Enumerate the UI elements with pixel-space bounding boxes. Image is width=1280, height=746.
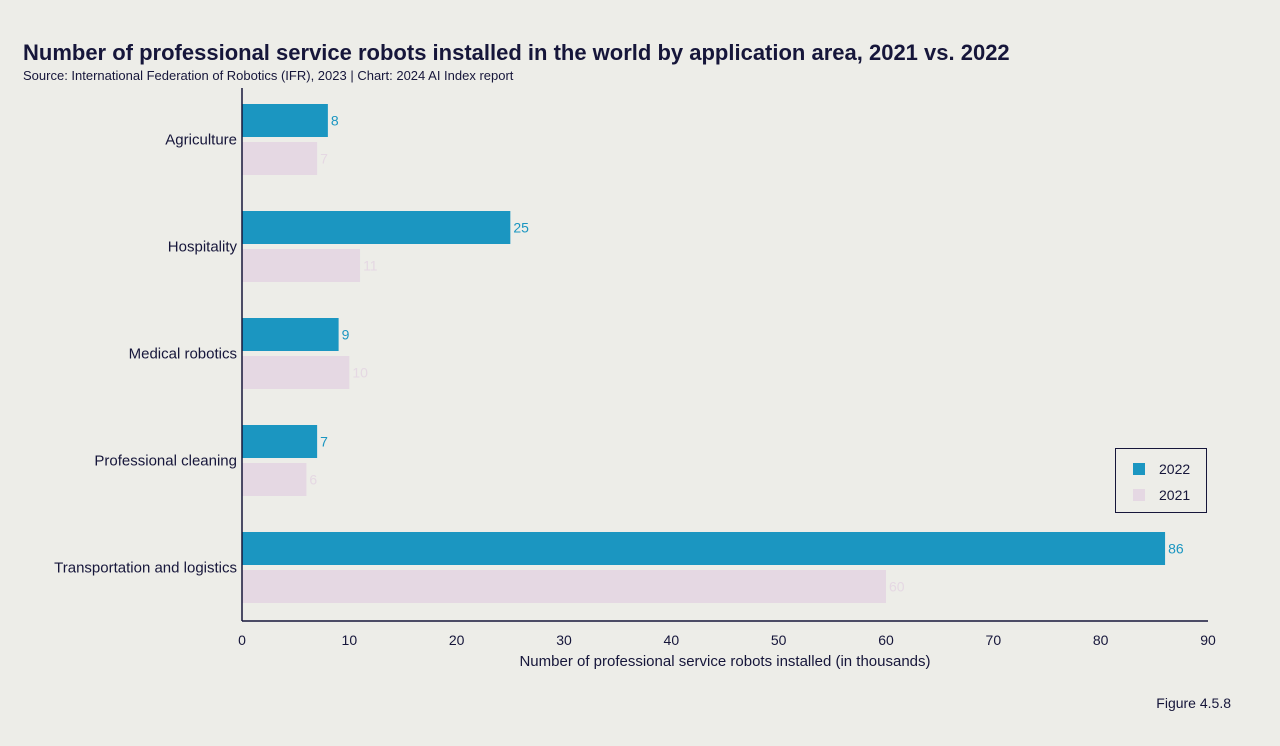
data-label-transportation-and-logistics-2022: 86	[1168, 541, 1184, 557]
x-tick-label-0: 0	[238, 632, 246, 648]
legend-label-2021: 2021	[1159, 487, 1191, 503]
x-tick-label-10: 10	[342, 632, 358, 648]
bar-transportation-and-logistics-2022	[242, 532, 1166, 565]
bar-transportation-and-logistics-2021	[242, 570, 886, 603]
category-label-agriculture: Agriculture	[165, 132, 237, 149]
x-tick-label-30: 30	[556, 632, 572, 648]
figure-label: Figure 4.5.8	[1156, 695, 1231, 711]
legend-item-2021: 2021	[1133, 487, 1190, 503]
legend-swatch-2022	[1133, 463, 1145, 475]
bar-professional-cleaning-2021	[242, 463, 307, 496]
data-label-transportation-and-logistics-2021: 60	[889, 579, 905, 595]
data-label-professional-cleaning-2021: 6	[309, 472, 317, 488]
bar-medical-robotics-2021	[242, 356, 350, 389]
bar-agriculture-2022	[242, 104, 328, 137]
category-label-professional-cleaning: Professional cleaning	[94, 453, 237, 470]
data-label-medical-robotics-2021: 10	[352, 365, 368, 381]
data-label-medical-robotics-2022: 9	[342, 327, 350, 343]
legend-label-2022: 2022	[1159, 461, 1191, 477]
data-label-professional-cleaning-2022: 7	[320, 434, 328, 450]
legend: 2022 2021	[1115, 448, 1207, 513]
data-label-agriculture-2021: 7	[320, 151, 328, 167]
x-tick-label-40: 40	[664, 632, 680, 648]
category-label-transportation-and-logistics: Transportation and logistics	[54, 560, 237, 577]
x-axis-label: Number of professional service robots in…	[519, 653, 930, 670]
x-tick-label-50: 50	[771, 632, 787, 648]
x-tick-label-20: 20	[449, 632, 465, 648]
x-tick-label-70: 70	[986, 632, 1002, 648]
legend-item-2022: 2022	[1133, 461, 1190, 477]
chart-title: Number of professional service robots in…	[23, 40, 1010, 65]
bar-agriculture-2021	[242, 142, 318, 175]
bar-hospitality-2022	[242, 211, 511, 244]
legend-swatch-2021	[1133, 489, 1145, 501]
category-label-hospitality: Hospitality	[168, 239, 238, 256]
bar-hospitality-2021	[242, 249, 361, 282]
category-label-medical-robotics: Medical robotics	[129, 346, 237, 363]
chart-subtitle: Source: International Federation of Robo…	[23, 68, 514, 83]
x-tick-label-80: 80	[1093, 632, 1109, 648]
data-label-hospitality-2022: 25	[513, 220, 529, 236]
data-label-hospitality-2021: 11	[363, 258, 378, 274]
data-label-agriculture-2022: 8	[331, 113, 339, 129]
x-tick-label-60: 60	[878, 632, 894, 648]
bar-medical-robotics-2022	[242, 318, 339, 351]
bar-professional-cleaning-2022	[242, 425, 318, 458]
x-tick-label-90: 90	[1200, 632, 1216, 648]
